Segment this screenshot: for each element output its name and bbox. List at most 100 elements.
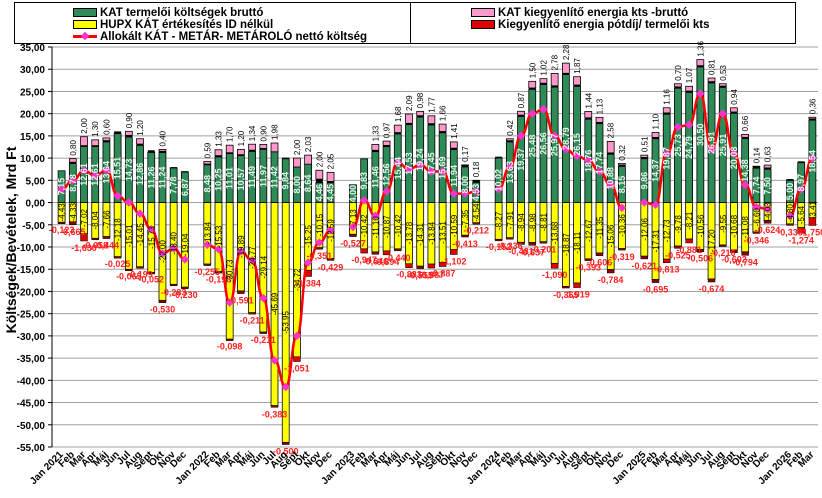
- bar-top-cap: [786, 179, 794, 181]
- bar-balancing-fee: [494, 239, 503, 242]
- bar-top-cap: [158, 151, 166, 153]
- net-line-marker: [270, 356, 279, 365]
- y-tick-label: -25,00: [17, 310, 46, 321]
- label-balancing-fee: -1,090: [542, 270, 568, 280]
- bar-balancing-fee: [472, 222, 480, 225]
- label-kat-gross: 24,79: [684, 136, 694, 159]
- bar-balancing-fee: [595, 252, 604, 256]
- label-balancing-gross: 1,30: [91, 121, 100, 137]
- net-line-marker: [427, 167, 436, 176]
- y-tick-label: -20,00: [17, 287, 46, 298]
- label-kat-gross: 28,79: [561, 127, 571, 150]
- bar-balancing-gross: [270, 142, 279, 153]
- bar-top-cap: [764, 167, 772, 170]
- bar-balancing-gross: [674, 83, 682, 88]
- bar-balancing-fee: [293, 356, 301, 362]
- bar-balancing-gross: [528, 80, 537, 89]
- label-balancing-fee: -0,216: [710, 248, 736, 258]
- label-balancing-gross: 1,33: [214, 131, 223, 147]
- bar-balancing-fee: [349, 233, 357, 237]
- label-balancing-gross: 0,63: [764, 146, 773, 162]
- label-hupx: -4,33: [69, 203, 78, 222]
- bar-top-cap: [652, 137, 659, 139]
- label-balancing-gross: 0,87: [517, 92, 526, 108]
- bar-balancing-fee: [326, 258, 335, 261]
- label-hupx: -18,40: [170, 232, 179, 255]
- label-balancing-gross: 1,20: [237, 130, 246, 146]
- label-kat-gross: 7,15: [57, 178, 67, 196]
- net-line-marker: [371, 211, 380, 221]
- label-kat-gross: 20,08: [729, 147, 739, 170]
- bar-balancing-gross: [91, 139, 100, 147]
- label-hupx: -19,04: [181, 233, 190, 256]
- label-hupx: -12,73: [663, 219, 672, 242]
- bar-balancing-fee: [808, 217, 817, 226]
- bar-top-cap: [91, 145, 99, 147]
- bar-top-cap: [517, 115, 525, 117]
- label-kat-gross: 17,45: [426, 153, 436, 176]
- label-balancing-fee: -0,058: [82, 241, 108, 251]
- label-kat-gross: 7,74: [751, 177, 761, 195]
- bar-balancing-gross: [259, 144, 268, 149]
- label-balancing-gross: 0,17: [461, 146, 470, 162]
- y-tick-label: -10,00: [17, 243, 46, 254]
- y-tick-label: 30,00: [20, 65, 45, 76]
- label-balancing-gross: 1,16: [663, 89, 672, 105]
- label-hupx: -11,35: [595, 216, 604, 239]
- bar-balancing-gross: [438, 123, 447, 132]
- net-line-marker: [225, 298, 234, 307]
- label-hupx: -29,14: [259, 255, 268, 278]
- bar-balancing-fee: [685, 238, 693, 244]
- bar-top-cap: [371, 150, 379, 152]
- label-hupx: -22,00: [158, 240, 167, 263]
- label-kat-gross: 30,50: [695, 124, 705, 147]
- bar-balancing-gross: [248, 143, 256, 151]
- legend-right: KAT kiegyenlítő energia kts -bruttó Kieg…: [411, 2, 796, 44]
- label-balancing-gross: 2,03: [304, 136, 313, 152]
- net-line-marker: [90, 171, 100, 181]
- legend-line-icon: [73, 32, 97, 41]
- label-balancing-fee: -0,887: [430, 269, 456, 279]
- net-line-marker: [68, 176, 78, 185]
- label-kat-gross: 4,53: [471, 184, 481, 202]
- bar-balancing-gross: [718, 83, 727, 87]
- bar-balancing-gross: [730, 107, 738, 113]
- label-hupx: -11,08: [741, 216, 750, 239]
- label-balancing-gross: 1,10: [652, 113, 661, 129]
- label-kat-gross: 15,44: [393, 157, 403, 180]
- label-hupx: -9,55: [719, 214, 728, 233]
- label-balancing-gross: 0,90: [259, 125, 268, 141]
- bar-balancing-fee: [640, 255, 649, 260]
- label-balancing-gross: 0,51: [640, 136, 649, 152]
- y-tick-label: -30,00: [17, 332, 46, 343]
- label-kat-gross: 12,86: [135, 163, 145, 186]
- bar-balancing-gross: [472, 179, 481, 182]
- label-hupx: -10,15: [315, 213, 324, 236]
- bar-balancing-gross: [102, 137, 111, 142]
- bar-balancing-fee: [394, 248, 402, 252]
- label-balancing-fee: -0,674: [699, 284, 725, 294]
- label-balancing-fee: -0,887: [419, 270, 445, 280]
- legend-item-hupx: HUPX KÁT értékesítés ID nélkül: [73, 19, 273, 32]
- label-kat-gross: 17,53: [404, 152, 414, 175]
- label-balancing-fee: -0,255: [195, 267, 221, 277]
- net-line-marker: [147, 224, 156, 234]
- bar-balancing-gross: [685, 85, 694, 92]
- label-hupx: -14,31: [416, 222, 425, 245]
- bar-top-cap: [405, 123, 413, 125]
- bar-balancing-fee: [438, 262, 447, 267]
- bar-balancing-gross: [293, 157, 301, 168]
- label-balancing-gross: 2,00: [315, 151, 324, 167]
- bar-balancing-fee: [248, 312, 256, 315]
- net-line-marker: [348, 222, 358, 232]
- label-balancing-gross: 1,13: [595, 98, 604, 114]
- label-hupx: -3,41: [808, 200, 817, 219]
- bar-balancing-fee: [562, 286, 570, 289]
- label-balancing-fee: -0,052: [138, 275, 164, 285]
- label-hupx: -12,18: [114, 218, 123, 241]
- bar-balancing-gross: [393, 124, 402, 133]
- label-hupx: -7,66: [102, 210, 111, 229]
- bar-balancing-gross: [808, 116, 817, 120]
- bar-balancing-fee: [136, 266, 144, 269]
- bar-top-cap: [147, 150, 155, 153]
